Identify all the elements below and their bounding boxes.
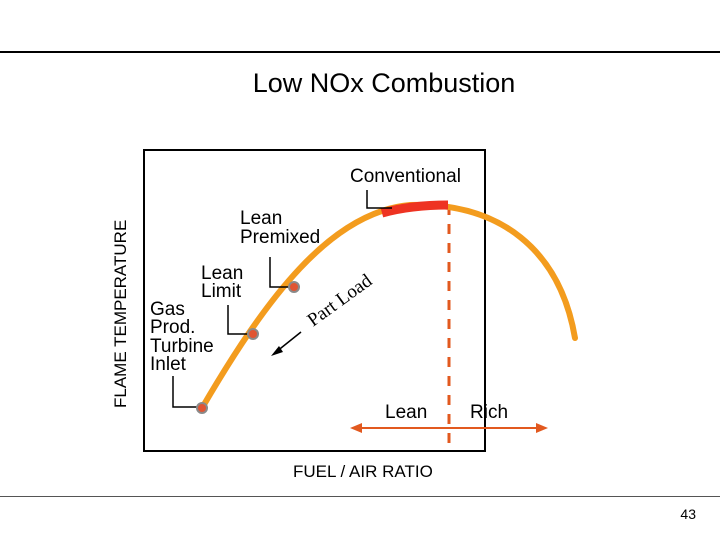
- gas-turbine-label-line4: Inlet: [150, 354, 187, 375]
- start-marker: [196, 402, 208, 414]
- gas-turbine-label-line2: Prod.: [150, 317, 195, 338]
- page-title: Low NOx Combustion: [252, 68, 516, 98]
- lean-premixed-label-line1: Lean: [240, 208, 282, 229]
- gas-turbine-label-line1: Gas: [150, 299, 185, 320]
- top-rule: [0, 51, 720, 53]
- part-load-arrowhead: [271, 346, 283, 356]
- x-axis-label: FUEL / AIR RATIO: [293, 462, 433, 481]
- plot-frame: [143, 149, 486, 452]
- rich-arrowhead: [536, 423, 548, 433]
- part-load-label: Part Load: [304, 270, 377, 331]
- gas-turbine-inlet-marker: [247, 328, 259, 340]
- lean-premixed-leader: [172, 376, 200, 408]
- lean-limit-leader: [269, 257, 293, 288]
- conventional-label: Conventional: [350, 166, 461, 187]
- conventional-leader: [366, 190, 392, 209]
- lean-limit-label-line2: Limit: [201, 281, 242, 302]
- y-axis-label: FLAME TEMPERATURE: [111, 220, 130, 408]
- gas-turbine-inlet-leader: [227, 305, 252, 335]
- bottom-rule: [0, 496, 720, 497]
- lean-premixed-label-line2: Premixed: [240, 227, 320, 248]
- gas-turbine-label-line3: Turbine: [150, 336, 214, 357]
- lean-arrowhead: [350, 423, 362, 433]
- lean-label: Lean: [385, 402, 427, 423]
- lean-limit-marker: [288, 281, 300, 293]
- conventional-band: [380, 200, 449, 218]
- rich-label: Rich: [470, 402, 508, 423]
- page-number: 43: [680, 506, 696, 522]
- lean-limit-label-line1: Lean: [201, 263, 243, 284]
